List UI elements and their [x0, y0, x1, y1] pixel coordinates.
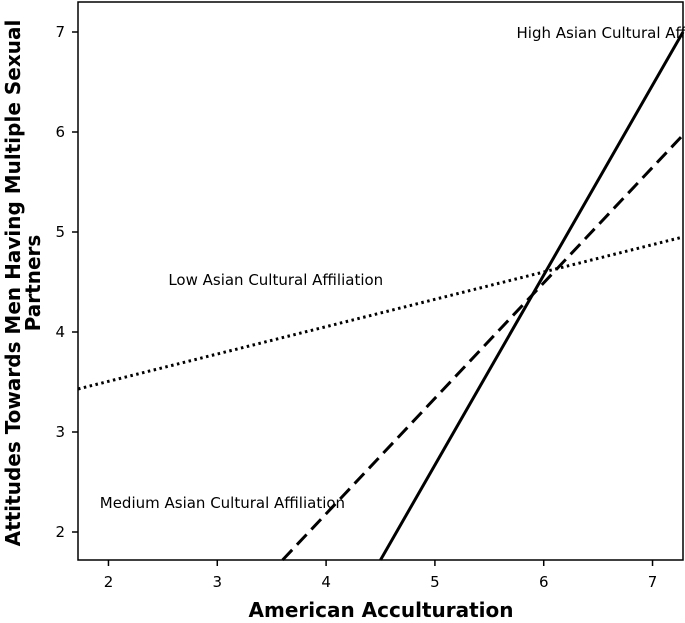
y-axis-title-line-2: Partners: [21, 235, 45, 332]
x-tick-label: 5: [430, 573, 440, 591]
x-tick-label: 4: [321, 573, 331, 591]
series-annotation: High Asian Cultural Affiliation: [517, 24, 685, 42]
y-axis: 2 3 4 5 6 7: [55, 23, 78, 541]
annotations: High Asian Cultural Affiliation Low Asian…: [100, 24, 685, 512]
series-annotation: Medium Asian Cultural Affiliation: [100, 494, 345, 512]
x-tick-label: 2: [104, 573, 114, 591]
y-axis-title-line-1: Attitudes Towards Men Having Multiple Se…: [1, 20, 25, 547]
x-tick-label: 6: [539, 573, 549, 591]
x-tick-label: 7: [648, 573, 658, 591]
x-axis: 2 3 4 5 6 7: [104, 560, 658, 591]
y-tick-label: 7: [55, 23, 65, 41]
y-tick-label: 2: [55, 523, 65, 541]
y-tick-label: 6: [55, 123, 65, 141]
x-tick-label: 3: [213, 573, 223, 591]
series-lines: [77, 31, 685, 562]
y-tick-label: 3: [55, 423, 65, 441]
y-tick-label: 4: [55, 323, 65, 341]
series-annotation: Low Asian Cultural Affiliation: [168, 271, 383, 289]
y-tick-label: 5: [55, 223, 65, 241]
y-axis-title: Attitudes Towards Men Having Multiple Se…: [1, 20, 45, 547]
x-axis-title: American Acculturation: [249, 598, 514, 622]
series-line-dotted: [77, 235, 684, 391]
series-line-dashed: [281, 133, 685, 562]
